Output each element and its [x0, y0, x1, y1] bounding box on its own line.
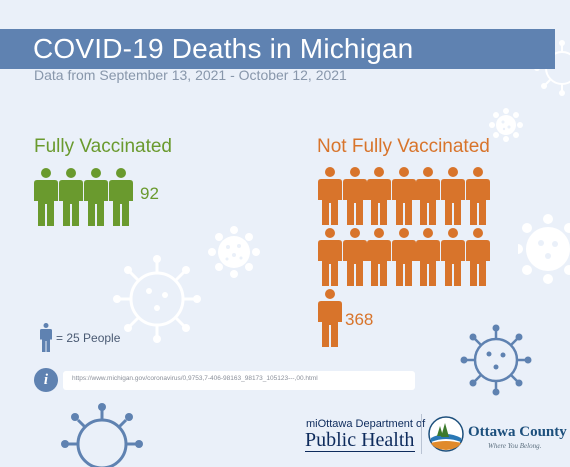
legend: = 25 People [40, 323, 120, 352]
person-icon [465, 167, 490, 225]
person-icon [441, 167, 465, 225]
virus-icon [208, 226, 260, 278]
person-icon [342, 167, 367, 225]
source-url-link[interactable]: https://www.michigan.gov/coronavirus/0,9… [72, 375, 318, 382]
dept-line: miOttawa Department of [306, 418, 426, 430]
divider-line [305, 451, 415, 452]
person-icon [318, 228, 342, 286]
person-icon [391, 167, 416, 225]
virus-icon [113, 255, 201, 343]
person-icon [342, 228, 367, 286]
virus-icon [61, 403, 143, 467]
unvaccinated-death-count: 368 [345, 310, 374, 329]
source-link-box[interactable] [63, 371, 415, 390]
person-icon [367, 228, 392, 286]
person-icon [34, 168, 58, 226]
county-tagline: Where You Belong. [488, 442, 542, 450]
vaccinated-person-icons [34, 168, 133, 226]
virus-icon [460, 324, 532, 396]
person-icon [367, 167, 392, 225]
person-icon [391, 228, 416, 286]
person-icon [40, 323, 52, 352]
person-icon [465, 228, 490, 286]
legend-label: = 25 People [56, 330, 121, 345]
unvaccinated-label: Not Fully Vaccinated [317, 136, 490, 157]
person-icon [416, 167, 441, 225]
person-icon [441, 228, 465, 286]
dept-name: Public Health [305, 429, 415, 451]
date-range-subtitle: Data from September 13, 2021 - October 1… [34, 67, 347, 83]
person-icon [59, 168, 83, 226]
vaccinated-death-count: 92 [140, 184, 159, 203]
page-title: COVID-19 Deaths in Michigan [33, 33, 414, 64]
info-icon: i [34, 368, 58, 392]
virus-icon [489, 108, 523, 142]
person-icon [109, 168, 133, 226]
footer-divider [421, 414, 422, 454]
person-icon [84, 168, 108, 226]
person-icon [318, 289, 342, 347]
ottawa-county-logo [428, 416, 464, 452]
virus-icon [518, 214, 570, 284]
vaccinated-label: Fully Vaccinated [34, 136, 172, 157]
county-name: Ottawa County [468, 424, 567, 440]
title-bar [0, 29, 555, 69]
person-icon [416, 228, 441, 286]
person-icon [318, 167, 342, 225]
